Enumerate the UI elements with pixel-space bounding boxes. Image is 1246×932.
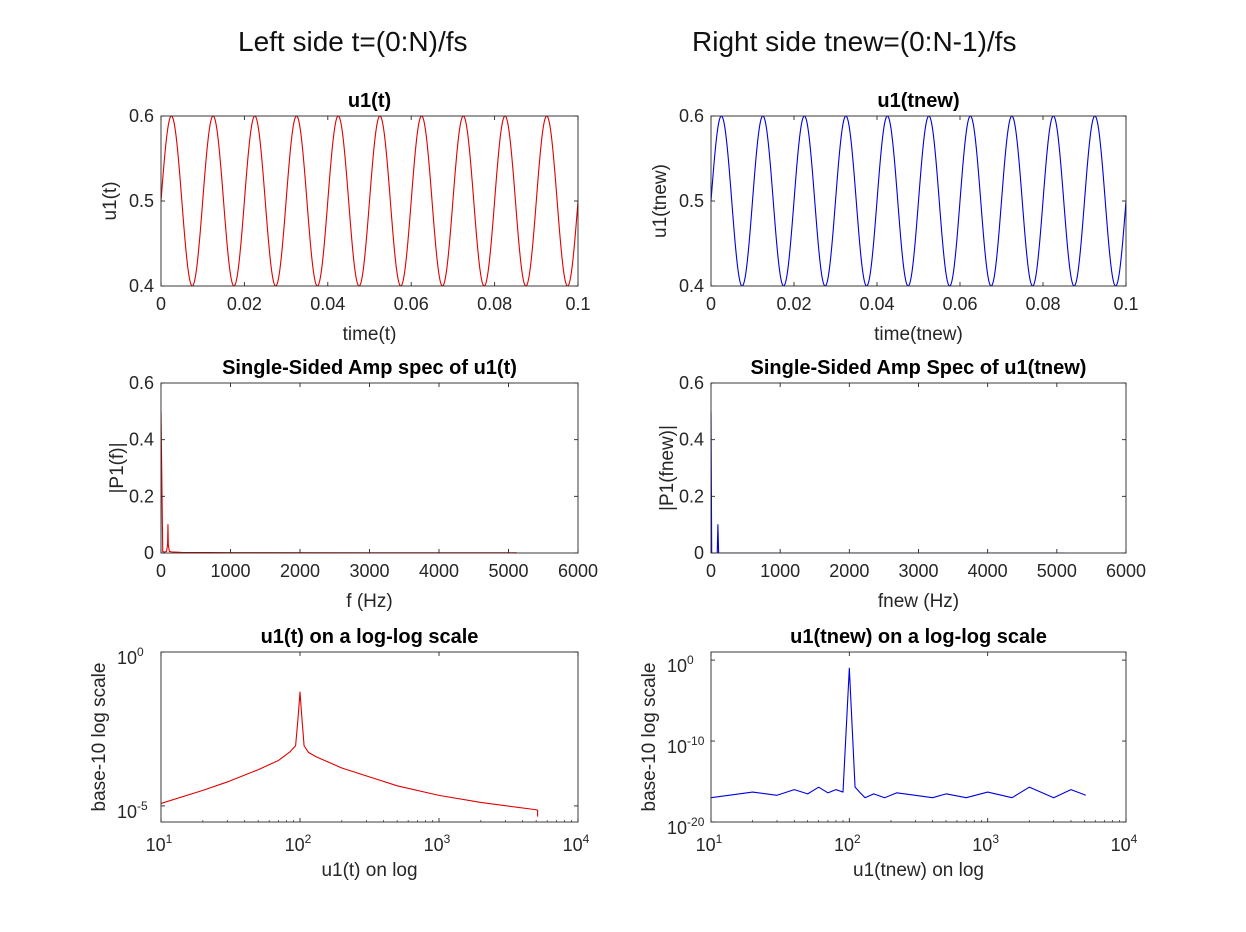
chart-u1t: 0 0.02 0.04 0.06 0.08 0.1 0.4 0.5 0.6 u1(t) time(t… — [100, 90, 591, 345]
chart-title-spec-right: Single-Sided Amp Spec of u1(tnew) — [751, 357, 1087, 379]
x-tick-label-log-left-1: 102 — [285, 832, 312, 855]
x-tick-label-log-right-3: 104 — [1111, 832, 1138, 855]
x-tick-label-u1t-0: 0 — [156, 294, 166, 314]
chart-title-u1tnew: u1(tnew) — [877, 90, 959, 112]
y-tick-label-u1t-0: 0.4 — [129, 276, 154, 296]
x-tick-label-u1tnew-4: 0.08 — [1025, 294, 1060, 314]
y-axis-label-log-left: base-10 log scale — [89, 663, 110, 812]
chart-log-right: 101 102 103 104 10-20 10-10 100 u1(tnew) on a l… — [639, 626, 1138, 881]
x-tick-label-u1t-5: 0.1 — [565, 294, 590, 314]
x-tick-label-spec-right-0: 0 — [706, 561, 716, 581]
y-axis-label-u1t: u1(t) — [100, 181, 121, 220]
x-tick-label-spec-right-2: 2000 — [829, 561, 869, 581]
y-tick-label-spec-right-3: 0.6 — [679, 373, 704, 393]
x-tick-label-u1tnew-3: 0.06 — [942, 294, 977, 314]
y-tick-label-log-right-0: 10-20 — [667, 815, 705, 838]
x-tick-label-log-right-2: 103 — [972, 832, 999, 855]
right-column-title: Right side tnew=(0:N-1)/fs — [692, 26, 1017, 57]
chart-u1tnew: 0 0.02 0.04 0.06 0.08 0.1 0.4 0.5 0.6 u1(tnew) tim… — [650, 90, 1139, 345]
x-tick-label-log-left-0: 101 — [146, 832, 173, 855]
x-tick-label-spec-left-2: 2000 — [280, 561, 320, 581]
chart-log-left: 101 102 103 104 10-5 100 u1(t) on a log-log sc… — [89, 626, 590, 881]
y-tick-label-u1t-1: 0.5 — [129, 191, 154, 211]
y-tick-label-log-right-2: 100 — [667, 653, 694, 676]
x-tick-label-u1tnew-0: 0 — [706, 294, 716, 314]
y-axis-label-log-right: base-10 log scale — [639, 663, 660, 812]
x-axis-label-u1t: time(t) — [343, 324, 397, 345]
x-tick-label-spec-right-5: 5000 — [1037, 561, 1077, 581]
x-tick-label-u1t-3: 0.06 — [394, 294, 429, 314]
x-axis-label-log-right: u1(tnew) on log — [853, 860, 984, 881]
y-tick-label-u1t-2: 0.6 — [129, 106, 154, 126]
x-tick-label-u1tnew-1: 0.02 — [776, 294, 811, 314]
y-tick-label-spec-right-1: 0.2 — [679, 486, 704, 506]
axes-box-log-left — [160, 651, 579, 823]
x-axis-label-log-left: u1(t) on log — [321, 860, 417, 881]
series-line-log-left-0 — [161, 691, 539, 817]
x-tick-label-u1tnew-5: 0.1 — [1113, 294, 1138, 314]
chart-title-log-right: u1(tnew) on a log-log scale — [790, 626, 1047, 648]
x-tick-label-spec-left-3: 3000 — [349, 561, 389, 581]
x-tick-label-spec-left-1: 1000 — [210, 561, 250, 581]
x-tick-label-spec-left-4: 4000 — [419, 561, 459, 581]
series-line-spec-right-0 — [711, 411, 1066, 553]
chart-title-u1t: u1(t) — [348, 90, 391, 112]
x-tick-label-spec-left-6: 6000 — [558, 561, 598, 581]
x-tick-label-spec-left-0: 0 — [156, 561, 166, 581]
y-tick-label-spec-right-2: 0.4 — [679, 430, 704, 450]
x-tick-label-log-left-3: 104 — [563, 832, 590, 855]
y-axis-label-u1tnew: u1(tnew) — [650, 164, 671, 238]
x-tick-label-spec-right-4: 4000 — [968, 561, 1008, 581]
y-axis-label-spec-left: |P1(f)| — [107, 442, 128, 493]
axes-box-log-right — [710, 651, 1127, 823]
x-tick-label-spec-right-3: 3000 — [898, 561, 938, 581]
y-tick-label-u1tnew-1: 0.5 — [679, 191, 704, 211]
x-axis-label-spec-right: fnew (Hz) — [878, 591, 959, 612]
x-tick-label-spec-right-6: 6000 — [1106, 561, 1146, 581]
chart-title-spec-left: Single-Sided Amp spec of u1(t) — [222, 357, 517, 379]
x-tick-label-u1t-4: 0.08 — [477, 294, 512, 314]
y-tick-label-spec-left-2: 0.4 — [129, 430, 154, 450]
y-axis-label-spec-right: |P1(fnew)| — [657, 425, 678, 511]
chart-spec-right: 0 1000 2000 3000 4000 5000 6000 0 0.2 0.4 0.6 Singl… — [657, 357, 1146, 612]
left-column-title: Left side t=(0:N)/fs — [238, 26, 468, 57]
y-tick-label-spec-left-3: 0.6 — [129, 373, 154, 393]
y-tick-label-u1tnew-2: 0.6 — [679, 106, 704, 126]
axes-box-spec-right — [710, 382, 1127, 554]
x-tick-label-log-right-0: 101 — [696, 832, 723, 855]
x-tick-label-u1tnew-2: 0.04 — [859, 294, 894, 314]
series-line-u1tnew-0 — [711, 116, 1126, 286]
y-tick-label-spec-left-1: 0.2 — [129, 486, 154, 506]
series-line-log-right-0 — [711, 667, 1086, 799]
y-tick-label-log-right-1: 10-10 — [667, 734, 705, 757]
x-tick-label-spec-right-1: 1000 — [760, 561, 800, 581]
x-tick-label-log-left-2: 103 — [424, 832, 451, 855]
x-axis-label-u1tnew: time(tnew) — [874, 324, 963, 345]
series-line-spec-left-0 — [161, 411, 517, 553]
x-axis-label-spec-left: f (Hz) — [346, 591, 392, 612]
series-line-u1t-0 — [161, 116, 578, 286]
y-tick-label-log-left-1: 100 — [117, 645, 144, 668]
y-tick-label-spec-right-0: 0 — [694, 543, 704, 563]
x-tick-label-u1t-2: 0.04 — [310, 294, 345, 314]
x-tick-label-u1t-1: 0.02 — [227, 294, 262, 314]
x-tick-label-spec-left-5: 5000 — [488, 561, 528, 581]
chart-title-log-left: u1(t) on a log-log scale — [261, 626, 479, 648]
y-tick-label-u1tnew-0: 0.4 — [679, 276, 704, 296]
axes-box-spec-left — [160, 382, 579, 554]
y-tick-label-log-left-0: 10-5 — [117, 799, 148, 822]
x-tick-label-log-right-1: 102 — [834, 832, 861, 855]
y-tick-label-spec-left-0: 0 — [144, 543, 154, 563]
chart-spec-left: 0 1000 2000 3000 4000 5000 6000 0 0.2 0.4 0.6 Singl… — [107, 357, 598, 612]
